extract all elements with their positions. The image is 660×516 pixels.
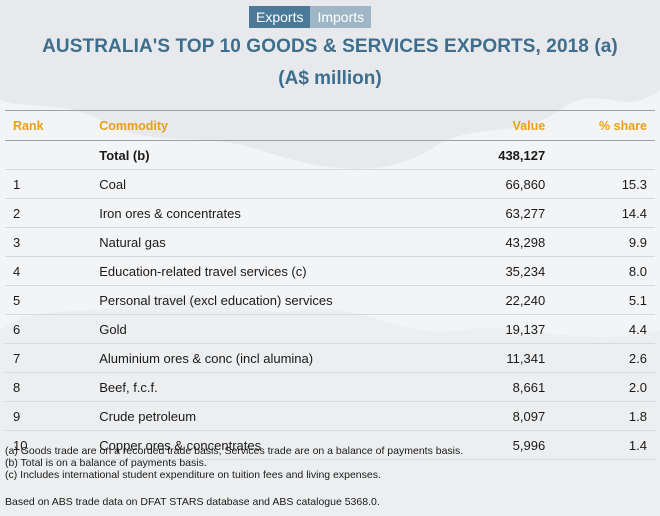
table-row: 6 Gold 19,137 4.4: [5, 314, 655, 344]
cell-rank: 5: [5, 285, 86, 315]
cell-value: 43,298: [450, 227, 546, 257]
cell-value: 66,860: [450, 169, 546, 199]
footnote-c: (c) Includes international student expen…: [5, 469, 381, 481]
cell-rank: 4: [5, 256, 86, 286]
table-row: 4 Education-related travel services (c) 35…: [5, 256, 655, 286]
cell-value: 5,996: [450, 430, 546, 460]
chart-title: AUSTRALIA'S TOP 10 GOODS & SERVICES EXPO…: [42, 36, 618, 57]
table-header-row: Rank Commodity Value % share: [5, 110, 655, 141]
cell-rank: 10: [5, 430, 86, 460]
table-row: 5 Personal travel (excl education) servic…: [5, 285, 655, 315]
footnote-b: (b) Total is on a balance of payments ba…: [5, 457, 207, 469]
header-commodity: Commodity: [85, 110, 451, 141]
cell-commodity: Personal travel (excl education) service…: [85, 285, 451, 315]
table-row: 2 Iron ores & concentrates 63,277 14.4: [5, 198, 655, 228]
table-row: 1 Coal 66,860 15.3: [5, 169, 655, 199]
chart-subtitle: (A$ million): [278, 68, 382, 89]
total-label: Total (b): [85, 140, 451, 170]
total-value: 438,127: [450, 140, 546, 170]
cell-commodity: Aluminium ores & conc (incl alumina): [85, 343, 451, 373]
cell-commodity: Gold: [85, 314, 451, 344]
cell-commodity: Education-related travel services (c): [85, 256, 451, 286]
cell-rank: 6: [5, 314, 86, 344]
cell-share: 8.0: [545, 256, 655, 286]
header-rank: Rank: [5, 110, 86, 141]
cell-share: 5.1: [545, 285, 655, 315]
table-row: 10 Copper ores & concentrates 5,996 1.4: [5, 430, 655, 460]
cell-value: 19,137: [450, 314, 546, 344]
cell-value: 22,240: [450, 285, 546, 315]
cell-commodity: Natural gas: [85, 227, 451, 257]
table-row: 9 Crude petroleum 8,097 1.8: [5, 401, 655, 431]
total-share: [545, 140, 655, 170]
cell-share: 14.4: [545, 198, 655, 228]
cell-share: 1.4: [545, 430, 655, 460]
exports-table: Rank Commodity Value % share Total (b) 4…: [5, 110, 655, 460]
header-value: Value: [450, 110, 546, 141]
source-note: Based on ABS trade data on DFAT STARS da…: [5, 496, 380, 508]
cell-share: 4.4: [545, 314, 655, 344]
cell-commodity: Iron ores & concentrates: [85, 198, 451, 228]
cell-value: 63,277: [450, 198, 546, 228]
cell-share: 2.0: [545, 372, 655, 402]
cell-rank: 7: [5, 343, 86, 373]
cell-rank: 1: [5, 169, 86, 199]
total-row: Total (b) 438,127: [5, 140, 655, 170]
table-row: 3 Natural gas 43,298 9.9: [5, 227, 655, 257]
cell-rank: 2: [5, 198, 86, 228]
cell-commodity: Crude petroleum: [85, 401, 451, 431]
cell-commodity: Coal: [85, 169, 451, 199]
cell-commodity: Beef, f.c.f.: [85, 372, 451, 402]
cell-commodity: Copper ores & concentrates: [85, 430, 451, 460]
cell-rank: 8: [5, 372, 86, 402]
header-share: % share: [545, 110, 655, 141]
cell-rank: 3: [5, 227, 86, 257]
cell-share: 2.6: [545, 343, 655, 373]
cell-share: 15.3: [545, 169, 655, 199]
cell-value: 11,341: [450, 343, 546, 373]
exports-tab[interactable]: Exports: [249, 6, 311, 28]
footnote-a: (a) Goods trade are on a recorded trade …: [5, 445, 464, 457]
imports-tab[interactable]: Imports: [310, 6, 372, 28]
cell-rank: 9: [5, 401, 86, 431]
footnotes: (a) Goods trade are on a recorded trade …: [5, 445, 463, 481]
export-import-toggle: Exports Imports: [249, 6, 372, 28]
cell-value: 35,234: [450, 256, 546, 286]
cell-share: 9.9: [545, 227, 655, 257]
table-row: 7 Aluminium ores & conc (incl alumina) 11,…: [5, 343, 655, 373]
total-rank: [5, 140, 86, 170]
cell-value: 8,661: [450, 372, 546, 402]
cell-value: 8,097: [450, 401, 546, 431]
cell-share: 1.8: [545, 401, 655, 431]
table-row: 8 Beef, f.c.f. 8,661 2.0: [5, 372, 655, 402]
